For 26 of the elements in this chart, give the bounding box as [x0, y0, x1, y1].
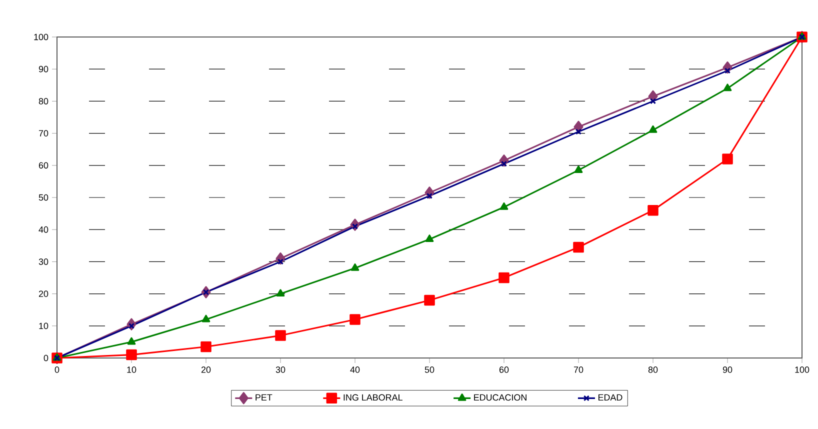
y-tick-label: 50	[38, 194, 48, 201]
legend-label: EDAD	[598, 394, 622, 400]
y-tick-label: 10	[39, 322, 48, 330]
legend-label: EDUCACION	[474, 394, 526, 401]
x-tick-label: 50	[424, 366, 434, 373]
x-tick-label: 60	[499, 366, 509, 373]
x-tick-label: 10	[127, 366, 136, 373]
y-tick-label: 80	[38, 98, 48, 104]
y-tick-label: 100	[34, 34, 48, 40]
y-tick-label: 60	[38, 162, 48, 169]
y-tick-label: 40	[38, 226, 48, 233]
y-tick-label: 70	[38, 130, 48, 136]
x-tick-label: 80	[648, 366, 658, 373]
x-tick-label: 70	[574, 366, 584, 373]
y-tick-label: 20	[38, 290, 48, 297]
x-tick-label: 20	[201, 366, 211, 373]
y-tick-label: 30	[38, 258, 48, 265]
legend-label: ING LABORAL	[344, 394, 402, 401]
y-tick-label: 90	[38, 66, 48, 72]
x-tick-label: 100	[795, 366, 810, 373]
legend-label: PET	[256, 394, 272, 400]
y-tick-label: 0	[44, 354, 48, 362]
x-tick-label: 40	[350, 366, 360, 373]
x-tick-label: 30	[276, 366, 286, 373]
x-tick-label: 0	[54, 366, 60, 373]
x-tick-label: 90	[722, 366, 732, 373]
